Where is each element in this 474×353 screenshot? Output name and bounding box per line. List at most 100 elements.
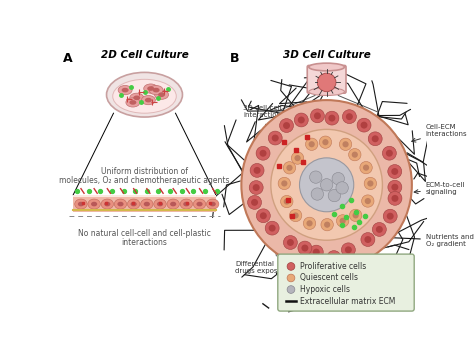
Circle shape bbox=[348, 149, 361, 161]
Text: Proliferative cells: Proliferative cells bbox=[300, 262, 366, 271]
Circle shape bbox=[311, 188, 324, 200]
Circle shape bbox=[298, 116, 305, 124]
Ellipse shape bbox=[129, 100, 137, 105]
Circle shape bbox=[256, 209, 270, 223]
Text: molecules, O₂ and chemotherapeutic agents: molecules, O₂ and chemotherapeutic agent… bbox=[59, 176, 230, 185]
Circle shape bbox=[342, 110, 356, 124]
Ellipse shape bbox=[141, 96, 155, 105]
Ellipse shape bbox=[101, 199, 113, 209]
Ellipse shape bbox=[114, 199, 127, 209]
Ellipse shape bbox=[155, 90, 169, 99]
Circle shape bbox=[342, 141, 349, 148]
Circle shape bbox=[339, 138, 352, 150]
Circle shape bbox=[365, 198, 371, 204]
Circle shape bbox=[367, 180, 374, 187]
Ellipse shape bbox=[130, 202, 137, 207]
Ellipse shape bbox=[78, 202, 84, 207]
Circle shape bbox=[287, 286, 295, 293]
Circle shape bbox=[271, 129, 383, 240]
FancyBboxPatch shape bbox=[307, 65, 346, 93]
Ellipse shape bbox=[107, 72, 182, 117]
Ellipse shape bbox=[145, 98, 152, 102]
Circle shape bbox=[283, 198, 290, 205]
Text: ECM-to-cell
signaling: ECM-to-cell signaling bbox=[414, 182, 465, 195]
Circle shape bbox=[376, 226, 383, 233]
Circle shape bbox=[317, 73, 336, 92]
Circle shape bbox=[287, 274, 295, 282]
Circle shape bbox=[365, 236, 371, 243]
Circle shape bbox=[346, 113, 353, 120]
Circle shape bbox=[361, 233, 375, 246]
Circle shape bbox=[283, 235, 297, 250]
Ellipse shape bbox=[88, 199, 100, 209]
Circle shape bbox=[253, 184, 260, 191]
Ellipse shape bbox=[158, 92, 165, 97]
Circle shape bbox=[321, 219, 333, 231]
Circle shape bbox=[298, 241, 312, 255]
FancyBboxPatch shape bbox=[278, 254, 414, 311]
Ellipse shape bbox=[147, 86, 154, 91]
Circle shape bbox=[332, 173, 345, 185]
Circle shape bbox=[286, 165, 292, 171]
Text: Cell-ECM
interactions: Cell-ECM interactions bbox=[412, 124, 467, 142]
Circle shape bbox=[357, 118, 371, 132]
Circle shape bbox=[368, 132, 382, 146]
Circle shape bbox=[300, 158, 354, 212]
Circle shape bbox=[392, 195, 399, 202]
Circle shape bbox=[305, 138, 318, 150]
Text: 2D Cell Culture: 2D Cell Culture bbox=[100, 50, 188, 60]
Circle shape bbox=[388, 180, 402, 194]
Circle shape bbox=[254, 167, 261, 174]
Circle shape bbox=[303, 217, 316, 229]
Circle shape bbox=[330, 254, 337, 261]
Circle shape bbox=[281, 196, 293, 208]
Circle shape bbox=[310, 109, 324, 123]
Circle shape bbox=[260, 212, 267, 219]
Circle shape bbox=[362, 195, 374, 207]
Circle shape bbox=[260, 150, 266, 157]
Text: 3D Cell Culture: 3D Cell Culture bbox=[283, 50, 371, 60]
Circle shape bbox=[391, 168, 398, 175]
Circle shape bbox=[319, 136, 332, 148]
Circle shape bbox=[294, 113, 308, 127]
Ellipse shape bbox=[149, 85, 163, 95]
Ellipse shape bbox=[104, 202, 110, 207]
Circle shape bbox=[283, 122, 290, 129]
Ellipse shape bbox=[167, 199, 179, 209]
Circle shape bbox=[388, 164, 402, 178]
Circle shape bbox=[392, 184, 398, 191]
Circle shape bbox=[280, 119, 293, 132]
Circle shape bbox=[386, 150, 393, 157]
Circle shape bbox=[278, 177, 291, 190]
Ellipse shape bbox=[144, 202, 150, 207]
FancyBboxPatch shape bbox=[73, 195, 216, 212]
Circle shape bbox=[345, 246, 352, 253]
Circle shape bbox=[327, 251, 341, 264]
Text: Hypoxic cells: Hypoxic cells bbox=[300, 285, 350, 294]
Circle shape bbox=[353, 212, 359, 219]
Circle shape bbox=[306, 220, 313, 226]
Circle shape bbox=[360, 161, 372, 174]
Ellipse shape bbox=[210, 202, 216, 207]
Circle shape bbox=[272, 134, 279, 142]
Ellipse shape bbox=[141, 199, 153, 209]
Circle shape bbox=[290, 209, 302, 222]
Circle shape bbox=[287, 263, 295, 270]
Circle shape bbox=[292, 152, 304, 164]
Circle shape bbox=[373, 222, 386, 237]
Circle shape bbox=[287, 239, 294, 246]
Circle shape bbox=[247, 196, 262, 209]
Text: 3D cell-cell
interactions: 3D cell-cell interactions bbox=[243, 105, 284, 128]
Ellipse shape bbox=[118, 85, 132, 95]
Circle shape bbox=[383, 146, 396, 160]
Ellipse shape bbox=[128, 199, 140, 209]
Circle shape bbox=[309, 141, 315, 147]
Circle shape bbox=[310, 171, 322, 183]
Ellipse shape bbox=[207, 199, 219, 209]
FancyBboxPatch shape bbox=[73, 197, 216, 212]
Ellipse shape bbox=[153, 88, 160, 92]
Circle shape bbox=[256, 146, 270, 160]
Circle shape bbox=[364, 177, 376, 190]
Text: B: B bbox=[230, 52, 239, 65]
Circle shape bbox=[324, 222, 330, 228]
